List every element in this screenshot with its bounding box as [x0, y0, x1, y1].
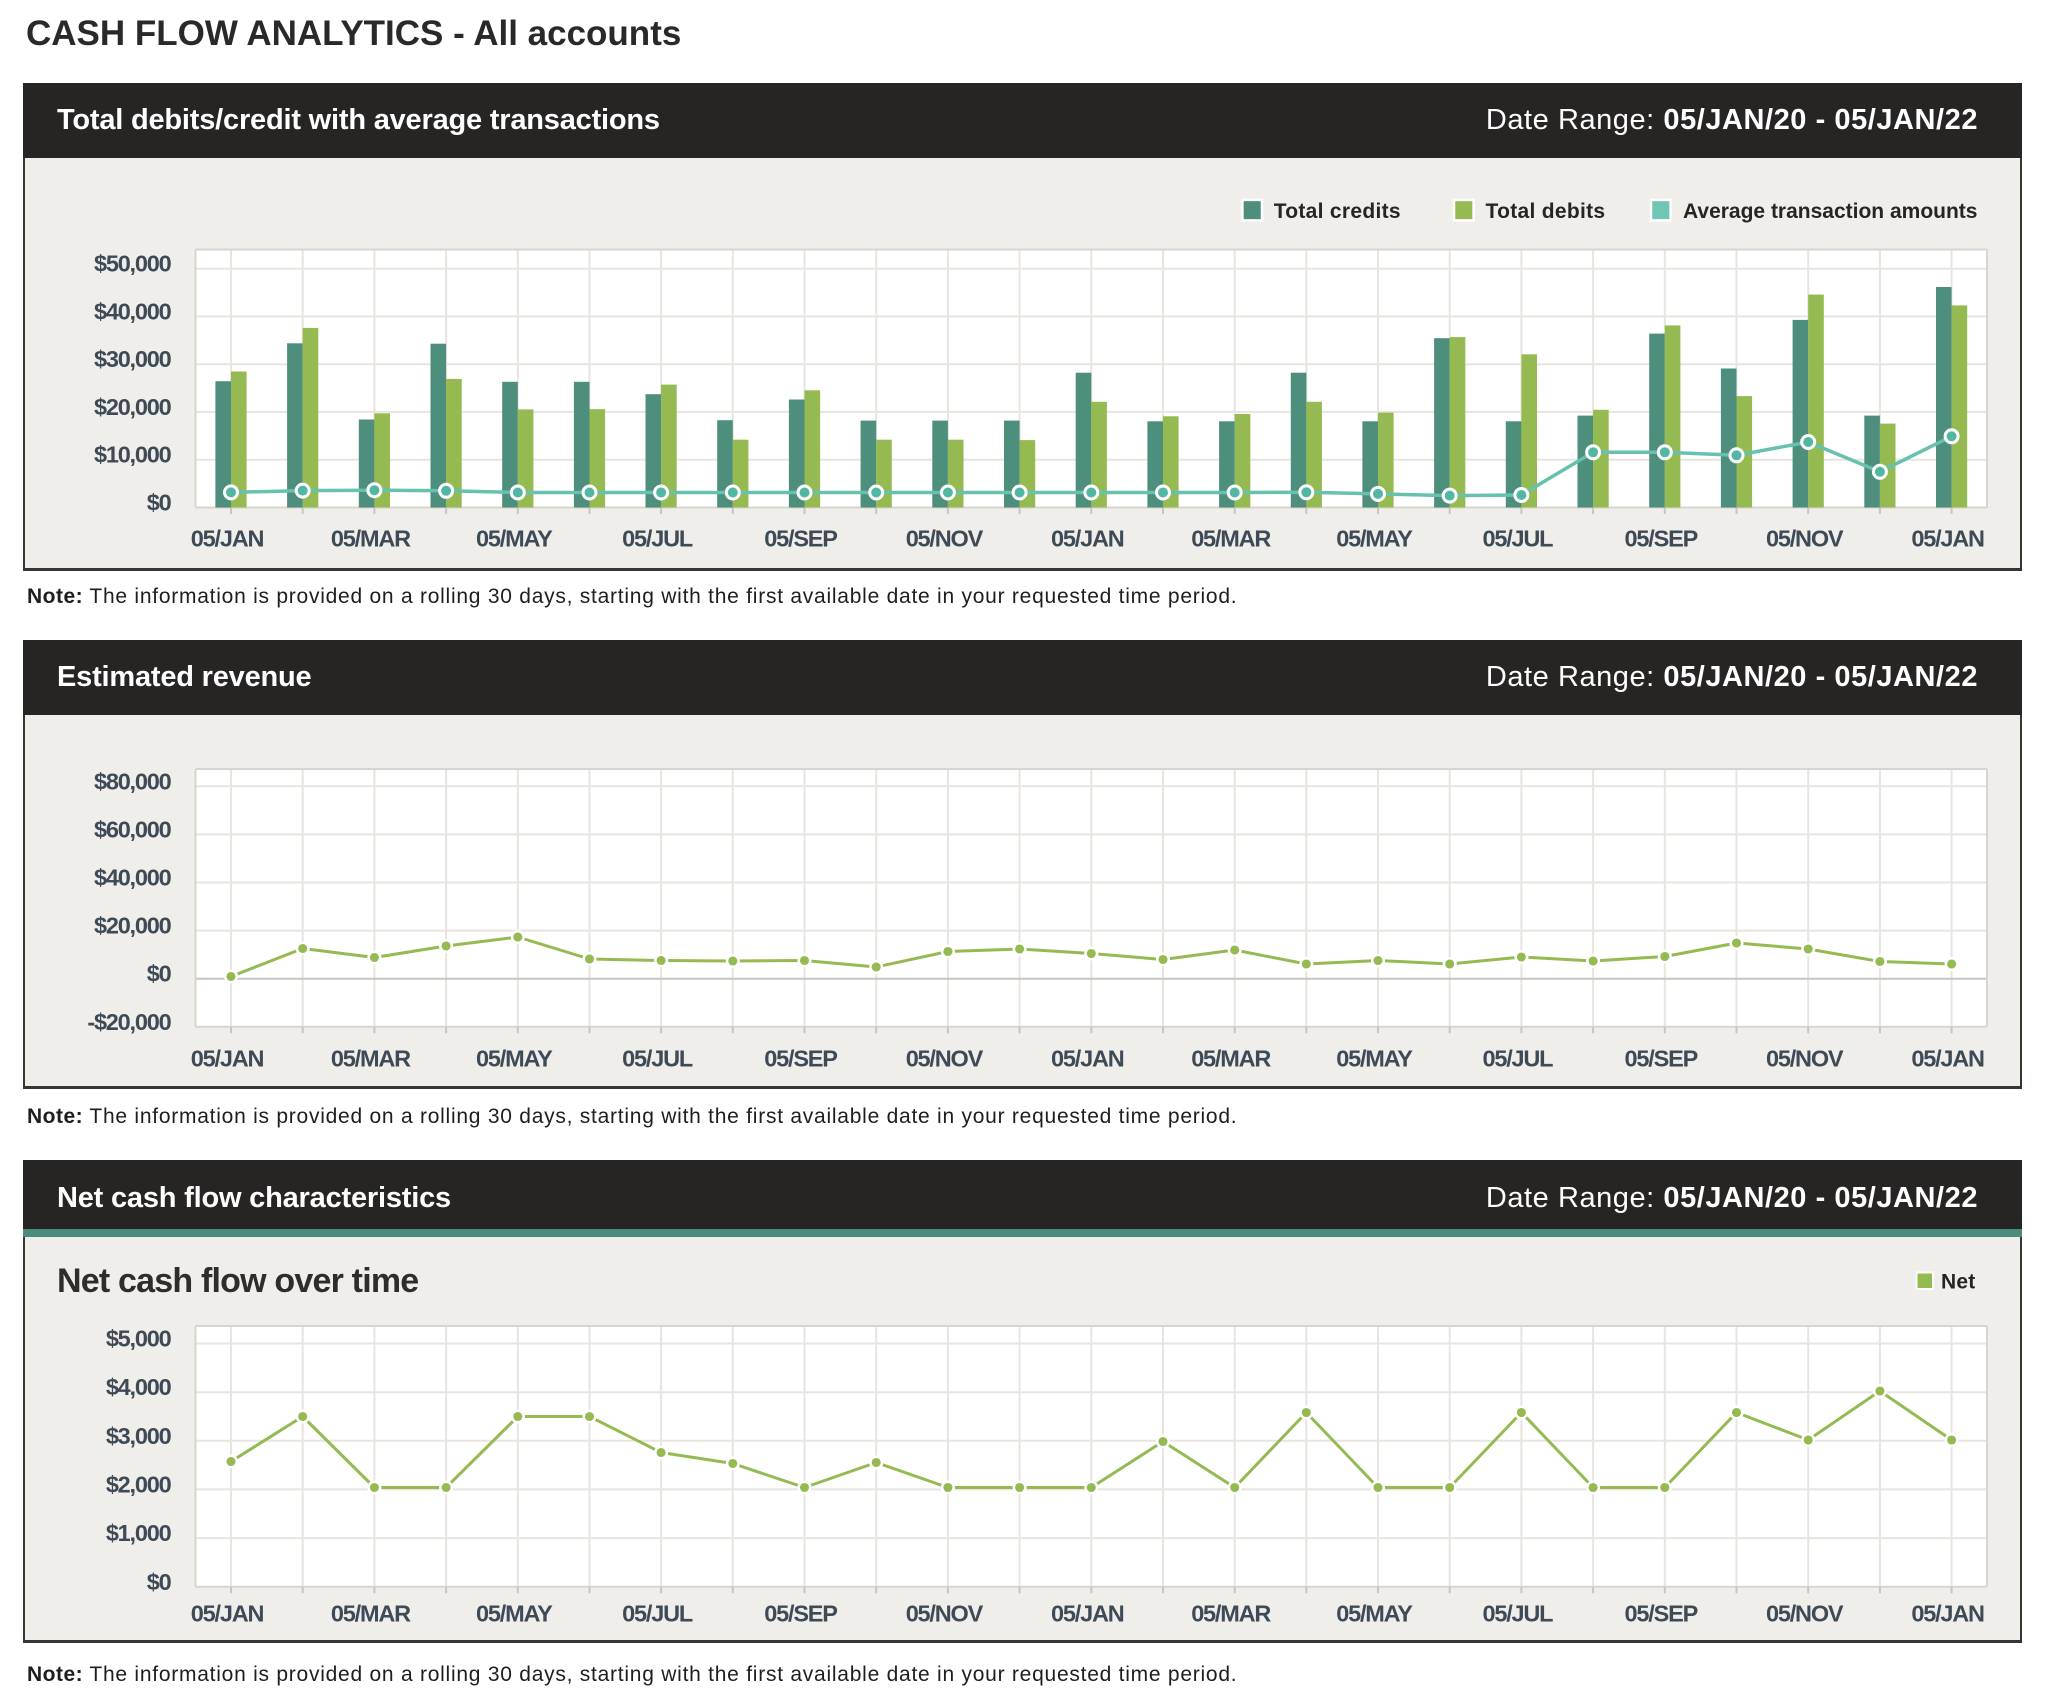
svg-text:05/SEP: 05/SEP — [1625, 1046, 1698, 1072]
svg-text:05/JAN: 05/JAN — [1051, 1601, 1124, 1627]
svg-text:05/SEP: 05/SEP — [1625, 526, 1698, 552]
svg-text:05/MAR: 05/MAR — [1191, 1601, 1271, 1627]
svg-text:$10,000: $10,000 — [94, 442, 172, 468]
svg-text:05/JUL: 05/JUL — [1482, 526, 1553, 552]
svg-text:$80,000: $80,000 — [94, 768, 172, 794]
svg-text:05/JAN: 05/JAN — [1911, 1046, 1984, 1072]
svg-text:05/MAR: 05/MAR — [1191, 526, 1271, 552]
svg-text:$4,000: $4,000 — [106, 1374, 172, 1400]
svg-text:Total credits: Total credits — [1274, 200, 1401, 223]
svg-text:05/SEP: 05/SEP — [1625, 1601, 1698, 1627]
svg-text:$3,000: $3,000 — [106, 1423, 172, 1449]
svg-text:05/SEP: 05/SEP — [764, 1046, 837, 1072]
svg-text:$30,000: $30,000 — [94, 346, 172, 372]
svg-text:05/MAY: 05/MAY — [1336, 1046, 1413, 1072]
svg-text:$0: $0 — [147, 490, 172, 516]
svg-text:05/JUL: 05/JUL — [622, 1601, 693, 1627]
svg-text:05/NOV: 05/NOV — [906, 1046, 984, 1072]
svg-text:05/JAN: 05/JAN — [1911, 1601, 1984, 1627]
svg-text:Net cash flow over time: Net cash flow over time — [57, 1262, 418, 1300]
svg-text:05/MAR: 05/MAR — [331, 1046, 411, 1072]
svg-text:05/MAY: 05/MAY — [476, 526, 553, 552]
svg-text:$20,000: $20,000 — [94, 394, 172, 420]
svg-text:05/JAN: 05/JAN — [1051, 526, 1124, 552]
svg-text:$50,000: $50,000 — [94, 251, 172, 277]
svg-text:05/JAN: 05/JAN — [1911, 526, 1984, 552]
svg-text:Net: Net — [1941, 1270, 1975, 1293]
svg-text:05/MAY: 05/MAY — [476, 1601, 553, 1627]
svg-text:05/NOV: 05/NOV — [906, 1601, 984, 1627]
svg-text:05/NOV: 05/NOV — [1766, 1046, 1844, 1072]
svg-text:$0: $0 — [147, 1569, 172, 1595]
svg-text:05/SEP: 05/SEP — [764, 526, 837, 552]
svg-text:Average transaction amounts: Average transaction amounts — [1683, 200, 1977, 223]
svg-text:05/JAN: 05/JAN — [191, 1601, 264, 1627]
svg-text:-$20,000: -$20,000 — [87, 1009, 171, 1035]
svg-text:05/MAY: 05/MAY — [476, 1046, 553, 1072]
svg-text:$40,000: $40,000 — [94, 298, 172, 324]
svg-text:05/MAR: 05/MAR — [331, 526, 411, 552]
svg-text:05/NOV: 05/NOV — [1766, 526, 1844, 552]
svg-text:$60,000: $60,000 — [94, 816, 172, 842]
svg-text:$40,000: $40,000 — [94, 865, 172, 891]
svg-text:05/JAN: 05/JAN — [191, 1046, 264, 1072]
svg-text:$2,000: $2,000 — [106, 1471, 172, 1497]
svg-text:05/MAY: 05/MAY — [1336, 526, 1413, 552]
svg-text:Total debits: Total debits — [1486, 200, 1606, 223]
svg-text:05/JUL: 05/JUL — [622, 1046, 693, 1072]
svg-text:$1,000: $1,000 — [106, 1520, 172, 1546]
svg-text:05/JAN: 05/JAN — [1051, 1046, 1124, 1072]
svg-text:05/JUL: 05/JUL — [622, 526, 693, 552]
svg-text:05/NOV: 05/NOV — [1766, 1601, 1844, 1627]
svg-text:05/JAN: 05/JAN — [191, 526, 264, 552]
svg-text:$20,000: $20,000 — [94, 913, 172, 939]
svg-text:05/JUL: 05/JUL — [1482, 1046, 1553, 1072]
svg-text:05/SEP: 05/SEP — [764, 1601, 837, 1627]
svg-text:$0: $0 — [147, 961, 172, 987]
svg-text:05/MAR: 05/MAR — [1191, 1046, 1271, 1072]
svg-text:$5,000: $5,000 — [106, 1326, 172, 1352]
svg-text:05/MAY: 05/MAY — [1336, 1601, 1413, 1627]
svg-text:05/JUL: 05/JUL — [1482, 1601, 1553, 1627]
svg-text:05/MAR: 05/MAR — [331, 1601, 411, 1627]
svg-text:05/NOV: 05/NOV — [906, 526, 984, 552]
